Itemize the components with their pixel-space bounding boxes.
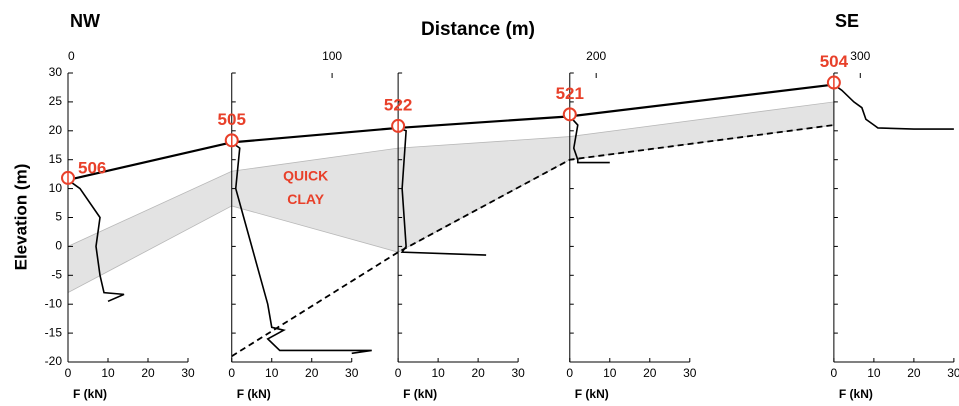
force-tick-label: 0 <box>566 366 573 380</box>
force-tick-label: 30 <box>181 366 195 380</box>
force-profile <box>67 179 125 303</box>
force-tick-label: 20 <box>141 366 155 380</box>
y-tick-label: 10 <box>49 181 63 195</box>
force-tick-label: 30 <box>345 366 359 380</box>
force-tick-label: 0 <box>831 366 838 380</box>
x-tick-label: 200 <box>586 49 606 63</box>
annotation: CLAY <box>287 191 324 207</box>
y-tick-label: -15 <box>45 325 63 339</box>
force-axis-label: F (kN) <box>73 387 107 401</box>
force-axis-label: F (kN) <box>575 387 609 401</box>
force-tick-label: 30 <box>947 366 959 380</box>
y-tick-label: -10 <box>45 296 63 310</box>
force-tick-label: 10 <box>603 366 617 380</box>
force-axis-label: F (kN) <box>839 387 873 401</box>
quick-clay-area <box>67 101 835 294</box>
force-profile <box>397 127 487 256</box>
y-tick-label: -5 <box>51 267 62 281</box>
y-tick-label: 5 <box>55 210 62 224</box>
annotation: QUICK <box>283 168 328 184</box>
y-tick-label: 25 <box>49 94 63 108</box>
force-tick-label: 20 <box>305 366 319 380</box>
force-tick-label: 20 <box>471 366 485 380</box>
force-axis-label: F (kN) <box>403 387 437 401</box>
force-tick-label: 0 <box>65 366 72 380</box>
x-tick-label: 0 <box>68 49 75 63</box>
force-tick-label: 30 <box>511 366 525 380</box>
chart-title: Distance (m) <box>421 19 535 40</box>
force-profile <box>833 83 954 130</box>
dashed-line <box>231 124 834 357</box>
x-tick-label: 100 <box>322 49 342 63</box>
force-profile <box>569 115 610 164</box>
force-tick-label: 20 <box>907 366 921 380</box>
force-profile <box>231 141 372 355</box>
y-tick-label: 0 <box>55 239 62 253</box>
force-tick-label: 10 <box>431 366 445 380</box>
y-tick-label: 15 <box>49 152 63 166</box>
y-axis-label: Elevation (m) <box>11 164 30 271</box>
y-tick-label: 20 <box>49 123 63 137</box>
force-tick-label: 20 <box>643 366 657 380</box>
force-tick-label: 0 <box>395 366 402 380</box>
force-axis-label: F (kN) <box>237 387 271 401</box>
borehole-label: 522 <box>384 95 412 114</box>
borehole-label: 506 <box>78 158 106 177</box>
force-tick-label: 10 <box>101 366 115 380</box>
nw-label: NW <box>70 11 100 31</box>
borehole-label: 505 <box>218 110 246 129</box>
force-tick-label: 0 <box>228 366 235 380</box>
borehole-label: 521 <box>556 84 584 103</box>
y-tick-label: -20 <box>45 354 63 368</box>
force-tick-label: 10 <box>867 366 881 380</box>
borehole-label: 504 <box>820 52 849 71</box>
force-tick-label: 10 <box>265 366 279 380</box>
force-tick-label: 30 <box>683 366 697 380</box>
se-label: SE <box>835 11 859 31</box>
x-tick-label: 300 <box>850 49 870 63</box>
y-tick-label: 30 <box>49 65 63 79</box>
